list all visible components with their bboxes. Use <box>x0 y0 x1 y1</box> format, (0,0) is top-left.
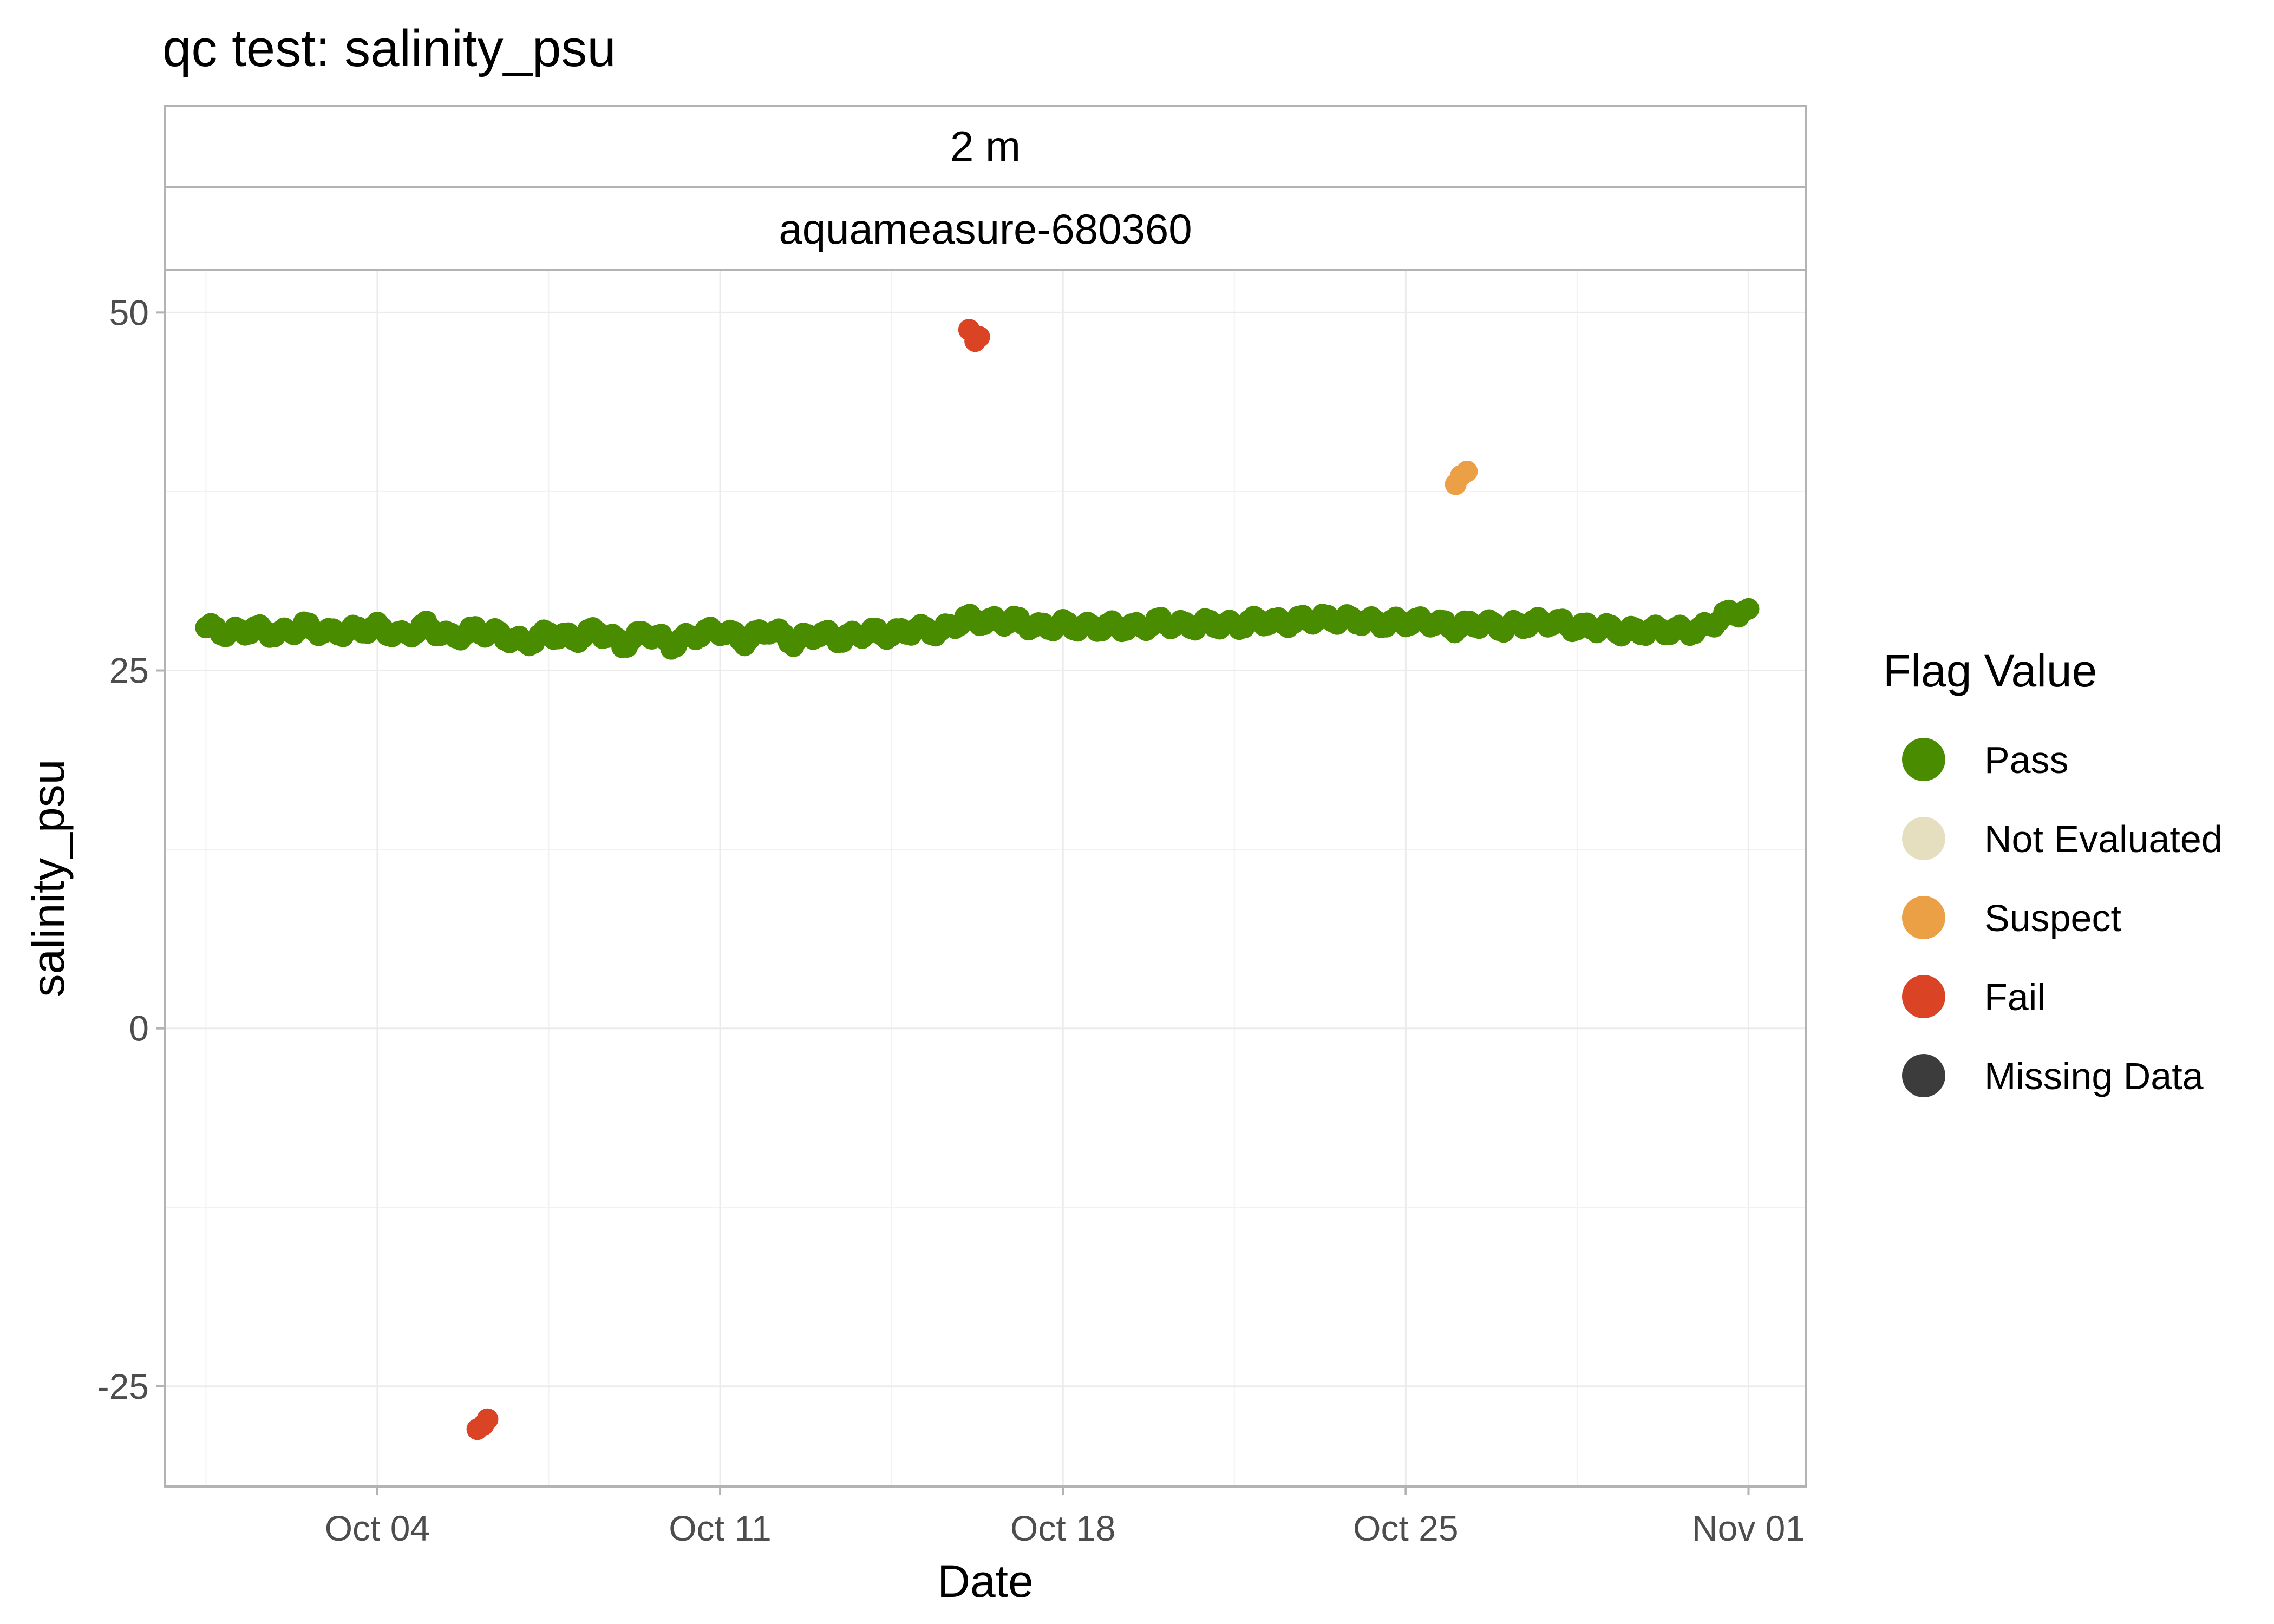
legend-key-not-evaluated <box>1902 817 1945 860</box>
legend: Flag Value Pass Not Evaluated Suspect Fail M… <box>1883 645 2223 1097</box>
y-tick-label: -25 <box>97 1366 149 1406</box>
x-axis-title: Date <box>937 1556 1033 1607</box>
y-tick-label: 25 <box>109 651 149 691</box>
y-tick-label: 0 <box>129 1009 149 1049</box>
axes: Oct 04 Oct 11 Oct 18 Oct 25 Nov 01 -25 0 25 50 <box>97 292 1805 1548</box>
point-pass <box>1737 598 1760 620</box>
data-points <box>195 319 1760 1440</box>
facet-strip-depth <box>164 105 1807 188</box>
plot-border <box>164 269 1807 1488</box>
legend-key-pass <box>1902 738 1945 781</box>
facet-strip-sensor-label: aquameasure-680360 <box>779 205 1192 253</box>
legend-label-fail: Fail <box>1984 976 2046 1018</box>
legend-label-suspect: Suspect <box>1984 897 2121 939</box>
legend-key-missing-data <box>1902 1054 1945 1097</box>
x-tick-label: Oct 18 <box>1010 1508 1115 1548</box>
legend-label-missing-data: Missing Data <box>1984 1055 2204 1097</box>
facet-strip-sensor <box>164 186 1807 271</box>
grid-lines <box>165 270 1806 1487</box>
legend-label-pass: Pass <box>1984 739 2069 781</box>
point-suspect <box>1456 460 1478 482</box>
y-axis-title: salinity_psu <box>23 759 74 997</box>
chart-title: qc test: salinity_psu <box>162 19 616 77</box>
legend-title: Flag Value <box>1883 645 2097 696</box>
x-tick-label: Oct 04 <box>325 1508 430 1548</box>
legend-key-fail <box>1902 975 1945 1018</box>
x-tick-label: Nov 01 <box>1692 1508 1805 1548</box>
point-fail <box>476 1408 499 1430</box>
y-tick-label: 50 <box>109 292 149 332</box>
point-fail <box>968 326 990 348</box>
x-tick-label: Oct 11 <box>669 1508 772 1548</box>
legend-label-not-evaluated: Not Evaluated <box>1984 818 2223 860</box>
facet-strip-depth-label: 2 m <box>950 122 1021 170</box>
x-tick-label: Oct 25 <box>1353 1508 1458 1548</box>
legend-key-suspect <box>1902 896 1945 939</box>
plot-panel <box>165 270 1806 1487</box>
